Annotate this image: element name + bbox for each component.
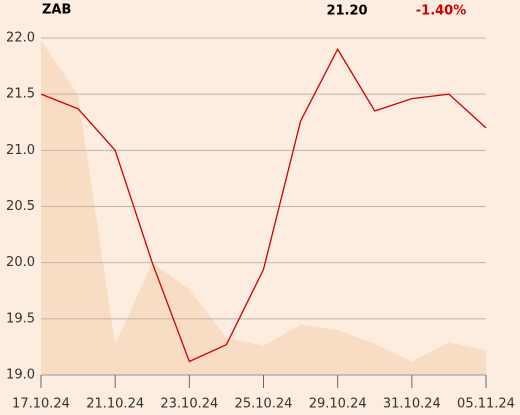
x-tick-label: 25.10.24 — [235, 397, 293, 412]
change: -1.40% — [416, 4, 467, 19]
symbol: ZAB — [42, 3, 71, 18]
x-tick-label: 23.10.24 — [160, 397, 218, 412]
x-tick-label: 17.10.24 — [12, 397, 70, 412]
y-tick-label: 22.0 — [6, 31, 35, 46]
y-tick-label: 19.5 — [6, 311, 35, 326]
y-tick-label: 21.5 — [6, 87, 35, 102]
y-tick-label: 19.0 — [6, 368, 35, 383]
area — [41, 40, 486, 375]
line — [40, 47, 487, 363]
y-tick-label: 21.0 — [6, 143, 35, 158]
x-tick-label: 21.10.24 — [86, 397, 144, 412]
x-tick-label: 31.10.24 — [383, 397, 441, 412]
x-tick-label: 29.10.24 — [309, 397, 367, 412]
x-tick-label: 05.11.24 — [457, 397, 515, 412]
price: 21.20 — [326, 4, 367, 19]
y-tick-label: 20.0 — [6, 255, 35, 270]
y-tick-label: 20.5 — [6, 199, 35, 214]
